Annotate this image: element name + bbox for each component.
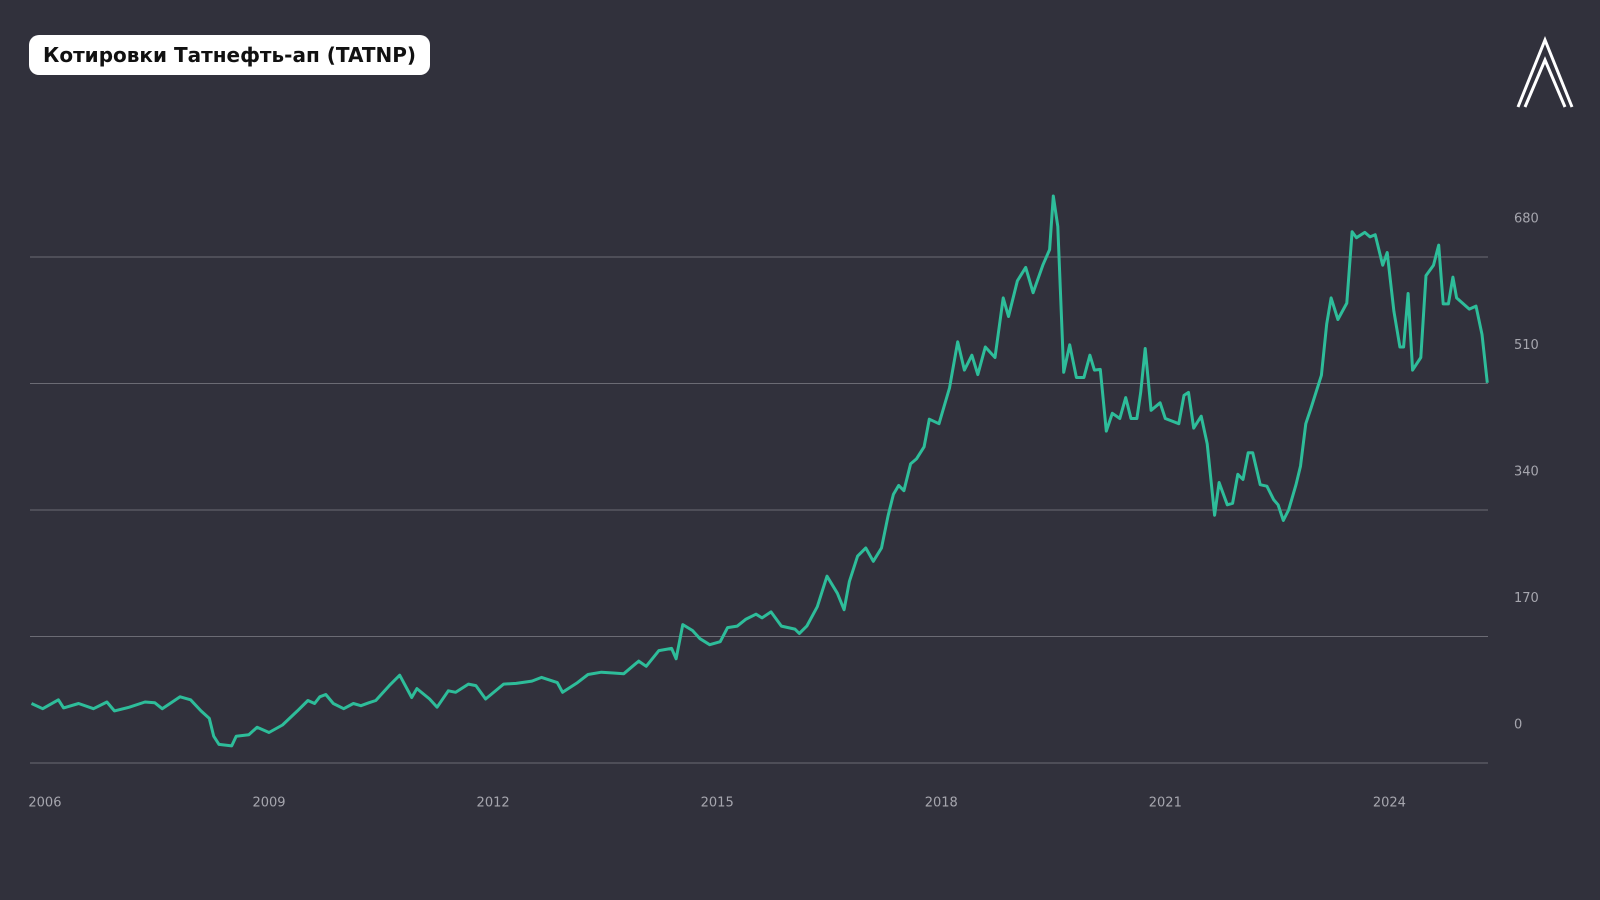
x-tick-label: 2024 <box>1373 796 1406 811</box>
y-tick-label: 340 <box>1514 465 1539 480</box>
logo <box>1516 35 1574 108</box>
y-tick-label: 680 <box>1514 212 1539 227</box>
x-tick-label: 2012 <box>477 796 510 811</box>
x-tick-label: 2021 <box>1149 796 1182 811</box>
chart-title: Котировки Татнефть-ап (TATNP) <box>29 35 431 75</box>
y-tick-label: 170 <box>1514 591 1539 606</box>
logo-inner <box>1523 56 1567 108</box>
x-tick-label: 2018 <box>925 796 958 811</box>
x-tick-label: 2009 <box>252 796 285 811</box>
y-tick-label: 0 <box>1514 718 1522 733</box>
logo-outer <box>1516 35 1574 108</box>
x-tick-label: 2015 <box>701 796 734 811</box>
price-line <box>30 194 1489 748</box>
y-tick-label: 510 <box>1514 338 1539 353</box>
x-tick-label: 2006 <box>28 796 61 811</box>
